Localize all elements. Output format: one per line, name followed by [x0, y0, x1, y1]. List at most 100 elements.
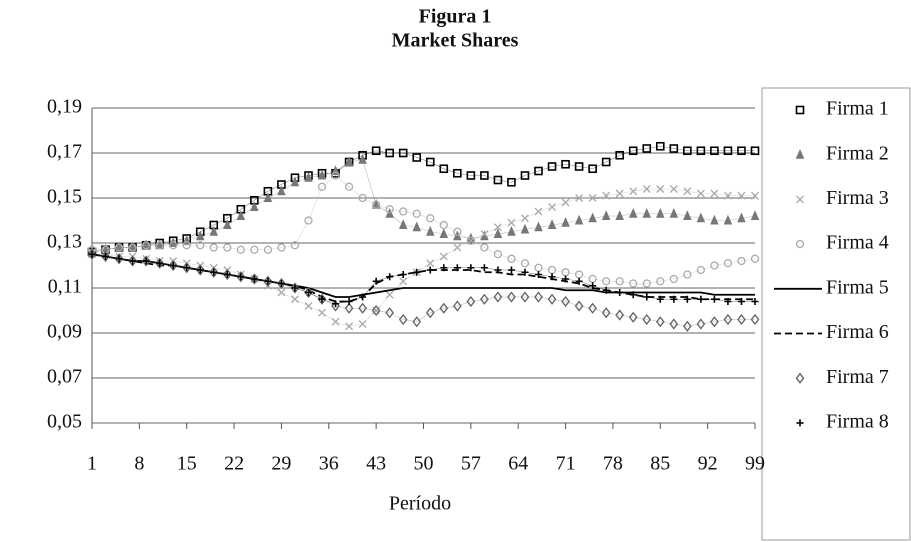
series-line: [92, 188, 755, 327]
marker: [88, 250, 96, 258]
marker: [683, 210, 692, 220]
marker: [493, 228, 503, 238]
marker: [575, 194, 584, 202]
legend-marker: [795, 372, 805, 384]
marker: [453, 264, 461, 272]
marker: [223, 243, 232, 252]
x-tick-label: 99: [745, 453, 765, 475]
marker: [169, 262, 177, 269]
marker: [425, 307, 435, 319]
marker: [521, 268, 529, 276]
x-tick-label: 22: [224, 453, 244, 475]
marker: [277, 243, 286, 252]
marker: [737, 191, 746, 200]
x-tick-label: 71: [556, 453, 576, 475]
x-tick-label: 29: [271, 453, 291, 475]
marker: [277, 280, 285, 287]
marker: [385, 205, 394, 214]
marker: [277, 288, 286, 297]
marker: [615, 210, 624, 220]
marker: [520, 259, 530, 268]
y-tick-label: 0,11: [48, 276, 82, 298]
marker: [750, 313, 760, 326]
x-tick-label: 43: [366, 453, 386, 475]
marker: [642, 208, 652, 218]
x-tick-label: 92: [698, 453, 718, 475]
marker: [737, 313, 746, 326]
marker: [399, 271, 407, 278]
marker: [696, 318, 706, 330]
marker: [155, 257, 165, 269]
marker: [290, 241, 300, 250]
x-tick-label: 50: [414, 453, 434, 475]
marker: [114, 243, 124, 252]
marker: [304, 289, 312, 296]
marker: [223, 271, 231, 278]
marker: [169, 241, 178, 250]
marker: [507, 226, 516, 236]
marker: [183, 264, 191, 272]
marker: [398, 148, 408, 158]
x-tick-label: 1: [87, 453, 97, 475]
marker: [656, 277, 665, 286]
marker: [710, 214, 719, 225]
marker: [710, 261, 719, 270]
marker: [751, 298, 759, 305]
marker: [195, 230, 205, 241]
marker: [385, 148, 394, 158]
marker: [493, 175, 503, 185]
series-line: [91, 145, 755, 253]
marker: [372, 277, 380, 285]
marker: [629, 291, 637, 299]
marker: [629, 279, 638, 288]
marker: [642, 144, 652, 153]
marker: [412, 316, 422, 328]
marker: [710, 189, 719, 198]
marker: [344, 156, 354, 166]
marker: [723, 191, 732, 200]
marker: [426, 259, 435, 268]
marker: [520, 291, 530, 303]
marker: [615, 309, 625, 321]
marker: [547, 219, 557, 229]
marker: [426, 214, 435, 223]
legend-label: Firma 3: [826, 187, 889, 209]
marker: [547, 162, 557, 171]
marker: [683, 270, 692, 279]
marker: [602, 286, 610, 294]
marker: [467, 264, 475, 272]
marker: [317, 293, 327, 305]
marker: [737, 212, 746, 223]
marker: [291, 284, 299, 292]
marker: [277, 277, 286, 290]
marker: [331, 317, 340, 326]
marker: [304, 286, 313, 299]
y-tick-label: 0,17: [47, 141, 82, 163]
legend-label: Firma 8: [826, 410, 889, 432]
marker: [548, 203, 557, 211]
marker: [561, 159, 570, 169]
marker: [358, 154, 367, 164]
series-line: [92, 175, 756, 284]
marker: [616, 289, 624, 296]
marker: [358, 302, 367, 314]
marker: [399, 277, 408, 286]
marker: [290, 295, 299, 304]
marker: [115, 255, 123, 263]
marker: [602, 191, 611, 200]
marker: [128, 243, 137, 252]
legend-marker: [796, 419, 804, 427]
marker: [588, 302, 598, 314]
marker: [398, 313, 408, 326]
legend-label: Firma 5: [826, 276, 889, 298]
marker: [669, 318, 679, 330]
x-axis-label: Período: [389, 493, 451, 515]
marker: [683, 187, 692, 196]
legend-marker: [795, 239, 805, 249]
marker: [439, 228, 449, 238]
marker: [696, 189, 705, 198]
marker: [534, 166, 543, 176]
marker: [156, 259, 164, 267]
marker: [304, 216, 313, 225]
marker: [249, 273, 259, 285]
